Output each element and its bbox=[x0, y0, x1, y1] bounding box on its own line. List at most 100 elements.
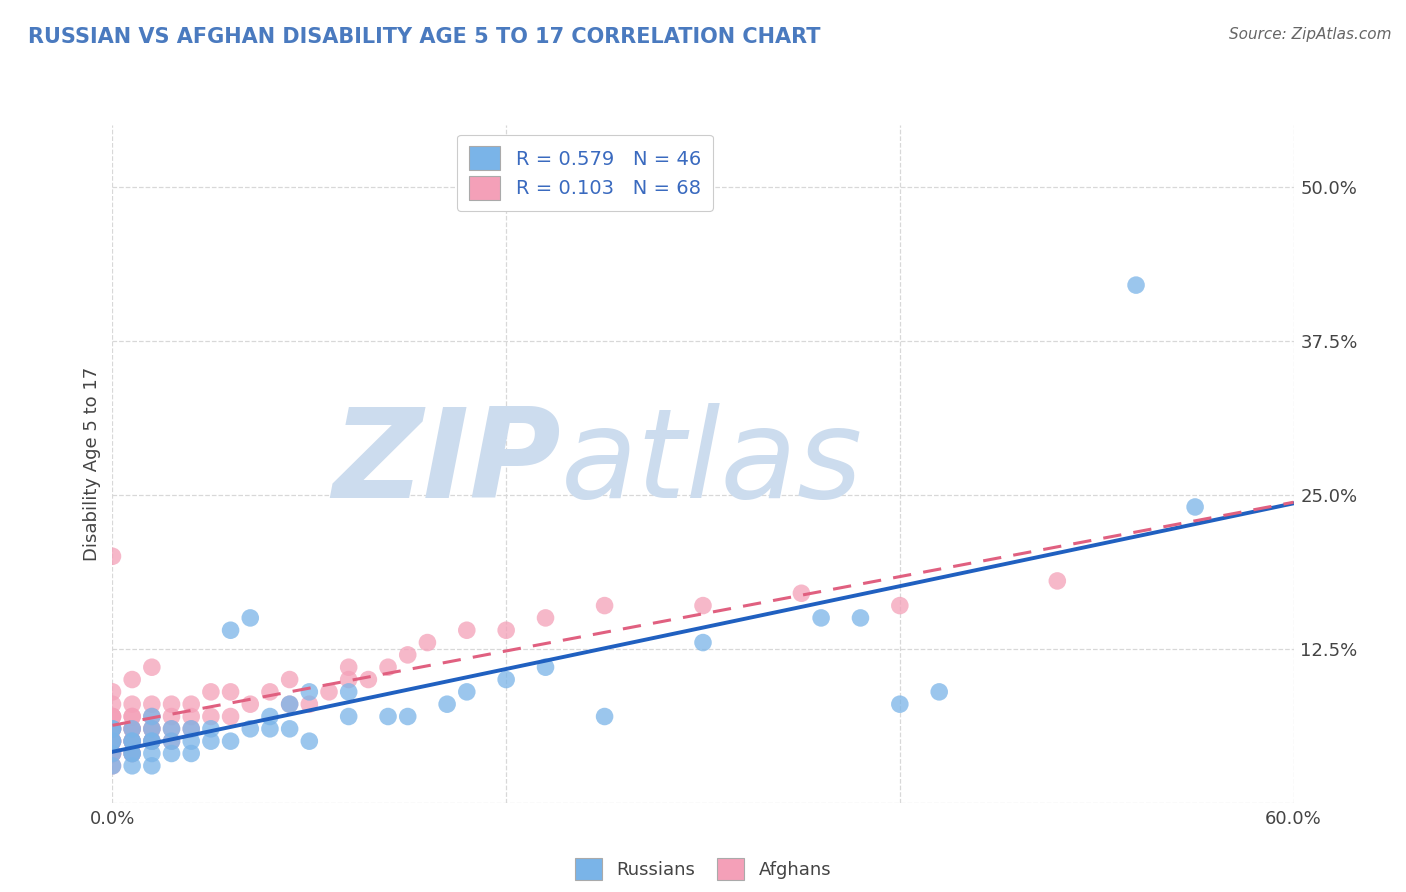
Point bbox=[121, 734, 143, 748]
Point bbox=[101, 734, 124, 748]
Point bbox=[219, 709, 242, 723]
Point bbox=[121, 759, 143, 773]
Point bbox=[593, 709, 616, 723]
Point bbox=[259, 709, 281, 723]
Point bbox=[101, 759, 124, 773]
Point bbox=[180, 734, 202, 748]
Point bbox=[101, 722, 124, 736]
Text: ZIP: ZIP bbox=[333, 403, 561, 524]
Point bbox=[278, 722, 301, 736]
Point bbox=[219, 685, 242, 699]
Point bbox=[121, 747, 143, 761]
Point bbox=[101, 722, 124, 736]
Point bbox=[239, 722, 262, 736]
Point bbox=[141, 734, 163, 748]
Point bbox=[180, 722, 202, 736]
Point bbox=[180, 747, 202, 761]
Point bbox=[810, 611, 832, 625]
Point bbox=[456, 624, 478, 638]
Point bbox=[337, 685, 360, 699]
Point bbox=[219, 624, 242, 638]
Point bbox=[849, 611, 872, 625]
Point bbox=[298, 697, 321, 711]
Point bbox=[121, 734, 143, 748]
Point bbox=[456, 685, 478, 699]
Point bbox=[692, 635, 714, 649]
Point bbox=[101, 759, 124, 773]
Point bbox=[121, 747, 143, 761]
Point bbox=[101, 722, 124, 736]
Point bbox=[101, 747, 124, 761]
Point bbox=[141, 697, 163, 711]
Point bbox=[141, 734, 163, 748]
Point bbox=[101, 734, 124, 748]
Point bbox=[396, 709, 419, 723]
Point bbox=[121, 734, 143, 748]
Point bbox=[357, 673, 380, 687]
Point bbox=[318, 685, 340, 699]
Point bbox=[200, 722, 222, 736]
Point bbox=[121, 734, 143, 748]
Point bbox=[160, 722, 183, 736]
Legend: Russians, Afghans: Russians, Afghans bbox=[565, 848, 841, 888]
Point bbox=[337, 660, 360, 674]
Y-axis label: Disability Age 5 to 17: Disability Age 5 to 17 bbox=[83, 367, 101, 561]
Point bbox=[337, 709, 360, 723]
Point bbox=[495, 673, 517, 687]
Point bbox=[101, 722, 124, 736]
Point bbox=[436, 697, 458, 711]
Point bbox=[534, 611, 557, 625]
Point bbox=[278, 673, 301, 687]
Point bbox=[200, 734, 222, 748]
Point bbox=[121, 722, 143, 736]
Text: RUSSIAN VS AFGHAN DISABILITY AGE 5 TO 17 CORRELATION CHART: RUSSIAN VS AFGHAN DISABILITY AGE 5 TO 17… bbox=[28, 27, 821, 46]
Point bbox=[121, 722, 143, 736]
Point bbox=[1046, 574, 1069, 588]
Point bbox=[1125, 278, 1147, 293]
Point bbox=[141, 709, 163, 723]
Point bbox=[928, 685, 950, 699]
Point bbox=[141, 734, 163, 748]
Point bbox=[278, 697, 301, 711]
Point bbox=[160, 734, 183, 748]
Point bbox=[101, 709, 124, 723]
Point bbox=[259, 685, 281, 699]
Point bbox=[101, 734, 124, 748]
Point bbox=[298, 685, 321, 699]
Point bbox=[101, 747, 124, 761]
Point bbox=[121, 673, 143, 687]
Point bbox=[101, 734, 124, 748]
Point bbox=[160, 697, 183, 711]
Text: atlas: atlas bbox=[561, 403, 863, 524]
Point bbox=[416, 635, 439, 649]
Point bbox=[101, 722, 124, 736]
Point bbox=[121, 734, 143, 748]
Point bbox=[790, 586, 813, 600]
Point bbox=[141, 759, 163, 773]
Point bbox=[534, 660, 557, 674]
Point bbox=[200, 685, 222, 699]
Point bbox=[495, 624, 517, 638]
Point bbox=[278, 697, 301, 711]
Point bbox=[121, 709, 143, 723]
Point bbox=[239, 697, 262, 711]
Point bbox=[141, 722, 163, 736]
Point bbox=[101, 734, 124, 748]
Point bbox=[101, 747, 124, 761]
Point bbox=[101, 549, 124, 564]
Point bbox=[219, 734, 242, 748]
Point bbox=[160, 709, 183, 723]
Point bbox=[593, 599, 616, 613]
Point bbox=[121, 747, 143, 761]
Point bbox=[101, 747, 124, 761]
Point bbox=[1184, 500, 1206, 514]
Point bbox=[121, 722, 143, 736]
Point bbox=[180, 722, 202, 736]
Point bbox=[692, 599, 714, 613]
Point bbox=[337, 673, 360, 687]
Point bbox=[101, 697, 124, 711]
Point bbox=[160, 747, 183, 761]
Point bbox=[377, 709, 399, 723]
Point bbox=[141, 747, 163, 761]
Point bbox=[180, 709, 202, 723]
